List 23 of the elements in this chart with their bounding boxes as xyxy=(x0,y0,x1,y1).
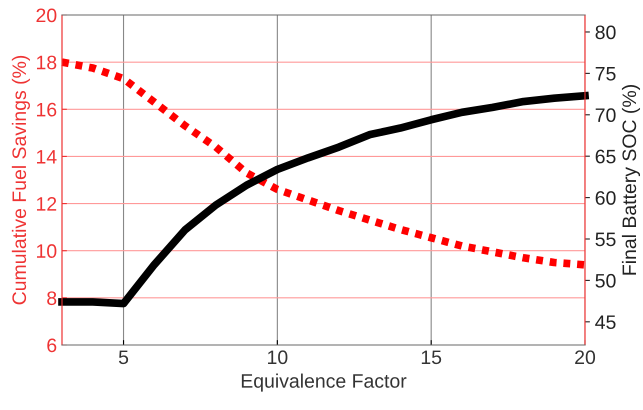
x-tick-label: 20 xyxy=(575,350,596,364)
y2-axis-title: Final Battery SOC (%) xyxy=(622,85,640,275)
y-tick-label: 8 xyxy=(47,291,56,306)
y2-tick-label: 55 xyxy=(596,232,616,246)
y2-tick-label: 60 xyxy=(596,191,616,205)
y2-tick-label: 65 xyxy=(596,150,616,164)
y2-tick-label: 45 xyxy=(595,315,616,330)
y-tick-label: 14 xyxy=(36,150,57,164)
y2-tick-label: 80 xyxy=(596,25,616,40)
y-tick-label: 12 xyxy=(36,197,56,211)
x-tick-label: 10 xyxy=(268,350,288,364)
x-tick-label: 5 xyxy=(118,350,128,364)
y-axis-title: Cumulative Fuel Savings (%) xyxy=(12,56,30,304)
y-tick-label: 10 xyxy=(36,244,56,258)
x-axis-title: Equivalence Factor xyxy=(242,374,406,392)
y2-tick-label: 70 xyxy=(596,108,616,122)
y-tick-label: 18 xyxy=(36,56,56,70)
x-tick-label: 15 xyxy=(422,350,442,364)
y-tick-label: 16 xyxy=(36,102,56,117)
y2-tick-label: 50 xyxy=(596,274,616,288)
y-tick-label: 20 xyxy=(36,8,56,22)
y-tick-label: 6 xyxy=(47,338,56,352)
y2-tick-label: 75 xyxy=(596,67,616,81)
